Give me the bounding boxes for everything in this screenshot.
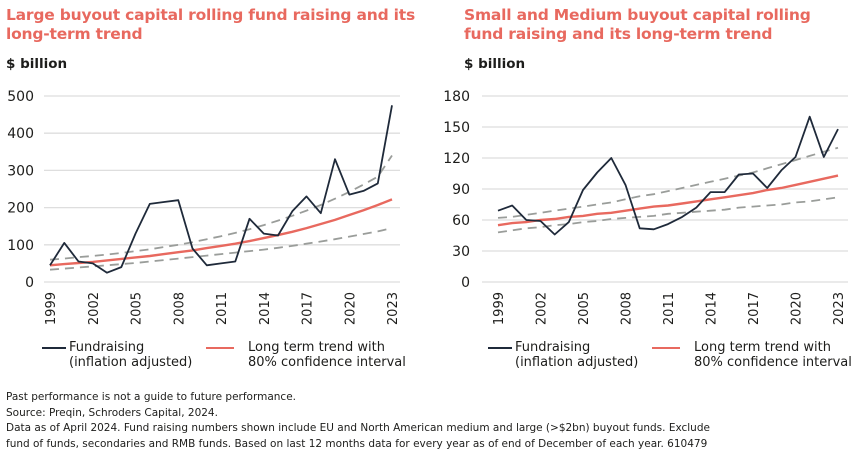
x-tick-label: 2023	[386, 292, 401, 325]
legend-label-line: Long term trend with	[248, 340, 385, 355]
x-tick-label: 2023	[832, 292, 847, 325]
legend-item-trend: Long term trend with 80% confidence inte…	[652, 340, 852, 370]
methodology-text-continued: fund of funds, secondaries and RMB funds…	[6, 437, 708, 450]
legend-item-fundraising: Fundraising (inflation adjusted)	[42, 340, 192, 370]
y-tick-label: 120	[443, 151, 470, 167]
x-tick-label: 2005	[577, 292, 592, 325]
source-text: Source: Preqin, Schroders Capital, 2024.	[6, 406, 218, 419]
x-tick-label: 2008	[620, 292, 635, 325]
large-buyout-chart: 0 100 200 300 400 500 1999 2002 2005 2008 2011 2014…	[7, 89, 401, 325]
y-tick-label: 400	[7, 126, 34, 142]
x-tick-label: 2005	[130, 292, 145, 325]
legend-label-trend: Long term trend with 80% confidence inte…	[248, 340, 406, 370]
x-tick-label: 1999	[492, 292, 507, 325]
legend-label-line: Fundraising	[515, 340, 591, 355]
disclaimer-text: Past performance is not a guide to futur…	[6, 391, 297, 403]
x-tick-label: 2014	[705, 292, 720, 325]
fundraising-line	[49, 105, 393, 274]
x-tick-label: 2002	[535, 292, 550, 325]
y-axis-unit-label: $ billion	[464, 56, 526, 72]
legend-label-line: (inflation adjusted)	[69, 355, 193, 370]
legend-label-line: Long term trend with	[694, 340, 831, 355]
footnotes: Past performance is not a guide to futur…	[6, 390, 856, 452]
x-tick-label: 2020	[790, 292, 805, 325]
small-medium-buyout-panel: Small and Medium buyout capital rolling …	[430, 0, 860, 385]
x-tick-label: 2020	[343, 292, 358, 325]
y-axis-unit-label: $ billion	[6, 56, 68, 72]
trend-line	[497, 174, 839, 227]
legend-swatch-fundraising	[488, 347, 512, 349]
legend-label-fundraising: Fundraising (inflation adjusted)	[69, 340, 192, 370]
legend-label-line: Fundraising	[69, 340, 145, 355]
x-tick-label: 2011	[215, 292, 230, 325]
x-tick-label: 2014	[258, 292, 273, 325]
y-tick-label: 100	[7, 238, 34, 254]
y-tick-label: 90	[452, 182, 470, 198]
chart-title: Small and Medium buyout capital rolling …	[464, 6, 811, 43]
y-tick-label: 0	[461, 275, 470, 291]
x-tick-label: 1999	[44, 292, 59, 325]
y-tick-label: 180	[443, 89, 470, 105]
legend-swatch-trend	[652, 347, 680, 349]
x-tick-label: 2011	[662, 292, 677, 325]
confidence-lower-line	[49, 227, 393, 271]
y-tick-label: 300	[7, 163, 34, 179]
y-tick-label: 30	[452, 244, 470, 260]
legend-item-fundraising: Fundraising (inflation adjusted)	[488, 340, 638, 370]
y-tick-label: 200	[7, 201, 34, 217]
confidence-lower-line	[497, 196, 839, 234]
legend-label-line: 80% confidence interval	[248, 355, 406, 370]
fundraising-line	[497, 115, 839, 236]
x-tick-label: 2017	[301, 292, 316, 325]
legend-label-fundraising: Fundraising (inflation adjusted)	[515, 340, 638, 370]
chart-title: Large buyout capital rolling fund raisin…	[6, 6, 416, 43]
x-tick-label: 2017	[747, 292, 762, 325]
legend-label-line: 80% confidence interval	[694, 355, 852, 370]
x-tick-label: 2008	[172, 292, 187, 325]
confidence-upper-line	[49, 154, 393, 261]
y-tick-label: 150	[443, 120, 470, 136]
methodology-text: Data as of April 2024. Fund raising numb…	[6, 422, 710, 434]
legend-label-trend: Long term trend with 80% confidence inte…	[694, 340, 852, 370]
legend-label-line: (inflation adjusted)	[515, 355, 639, 370]
trend-line	[49, 198, 393, 267]
x-tick-label: 2002	[87, 292, 102, 325]
legend-swatch-trend	[206, 347, 234, 349]
legend-swatch-fundraising	[42, 347, 66, 349]
confidence-upper-line	[497, 146, 839, 219]
y-tick-label: 0	[25, 275, 34, 291]
y-tick-label: 500	[7, 89, 34, 105]
large-buyout-panel: Large buyout capital rolling fund raisin…	[0, 0, 430, 385]
legend-item-trend: Long term trend with 80% confidence inte…	[206, 340, 406, 370]
y-tick-label: 60	[452, 213, 470, 229]
small-medium-buyout-chart: 0 30 60 90 120 150 180 1999 2002 2005 2008 2011 2014…	[443, 89, 848, 325]
